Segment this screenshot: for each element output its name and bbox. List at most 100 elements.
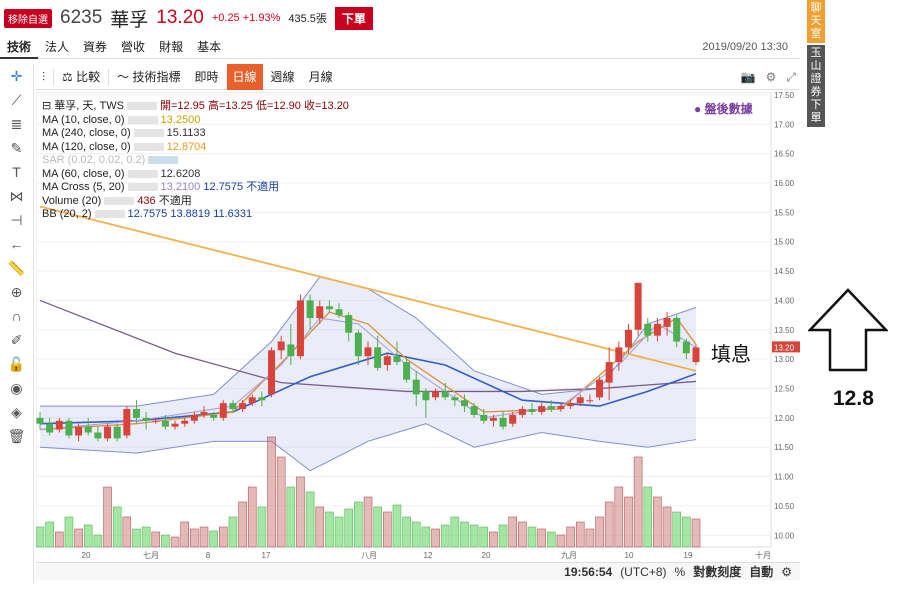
legend-macross[interactable]: MA Cross (5, 20) 13.2100 12.7575 不適用 (42, 181, 349, 195)
tab-financials[interactable]: 財報 (159, 39, 184, 54)
magnet-icon[interactable]: ∩ (11, 308, 22, 324)
legend-sar[interactable]: SAR (0.02, 0.02, 0.2) (42, 154, 349, 168)
percent-toggle[interactable]: % (674, 564, 686, 579)
legend-controls-icon[interactable] (127, 183, 158, 192)
unlock-icon[interactable]: 🔓 (7, 355, 26, 372)
legend-ma120[interactable]: MA (120, close, 0) 12.8704 (42, 141, 349, 155)
eye-icon[interactable]: ◉ (10, 379, 23, 396)
volume-bar (228, 516, 238, 548)
indicators-button[interactable]: 〜 技術指標 (111, 64, 186, 90)
tab-institutional[interactable]: 法人 (45, 39, 70, 54)
weekly-button[interactable]: 週線 (270, 69, 295, 84)
candle-body (306, 300, 314, 319)
text-tool-icon[interactable]: T (12, 164, 21, 180)
volume-bar (257, 506, 267, 548)
legend-main[interactable]: ⊟ 華孚, 天, TWS 開=12.95 高=13.25 低=12.90 收=13… (42, 100, 349, 114)
tab-technical[interactable]: 技術 (0, 37, 39, 59)
y-tick-label: 11.50 (774, 443, 794, 452)
legend-controls-icon[interactable] (126, 102, 157, 111)
compare-button[interactable]: ⚖ 比較 (56, 64, 106, 90)
x-tick-label: 20 (82, 551, 91, 560)
fullscreen-icon[interactable]: ⤢ (786, 69, 796, 84)
legend-controls-icon[interactable] (133, 129, 164, 138)
measure-lines-icon[interactable]: ⊣ (10, 211, 23, 228)
brush-icon[interactable]: ✎ (10, 139, 23, 156)
legend-volume[interactable]: Volume (20) 436 不適用 (42, 195, 349, 209)
tab-margin[interactable]: 資券 (83, 39, 108, 54)
ma240-line (39, 205, 697, 372)
log-scale-toggle[interactable]: 對數刻度 (693, 565, 742, 579)
volume-bar (450, 516, 460, 548)
y-tick-label: 13.00 (774, 355, 795, 364)
candle-body (210, 414, 218, 418)
volume-bar (498, 524, 508, 548)
settings-icon[interactable]: ⚙ (765, 70, 777, 84)
ruler-icon[interactable]: 📏 (7, 259, 26, 276)
volume-bars (36, 436, 701, 548)
ma20-line (39, 352, 697, 425)
timezone[interactable]: (UTC+8) (620, 564, 667, 579)
candle-body (586, 400, 594, 402)
camera-icon[interactable]: 📷 (740, 70, 756, 84)
volume-bar (527, 526, 537, 548)
after-hours-label[interactable]: ● 盤後數據 (694, 102, 753, 116)
crosshair-icon[interactable]: ✛ (10, 67, 23, 84)
trash-icon[interactable]: 🗑 (7, 427, 26, 444)
legend-bb-value1: 12.7575 (127, 208, 168, 220)
auto-scale-toggle[interactable]: 自動 (749, 565, 774, 579)
volume-bar (518, 521, 527, 548)
y-tick-label: 15.00 (774, 238, 795, 247)
legend-controls-icon[interactable] (133, 142, 164, 151)
layers-icon[interactable]: ◈ (11, 403, 22, 420)
collapse-icon[interactable]: ⊟ (42, 100, 52, 112)
x-tick-label: 七月 (143, 551, 159, 560)
order-button[interactable]: 下單 (334, 6, 373, 30)
candle-type-icon[interactable]: ⫶ (42, 69, 46, 84)
legend-controls-icon[interactable] (127, 115, 158, 124)
trendline-icon[interactable]: ⟋ (11, 91, 22, 108)
zoom-in-icon[interactable]: ⊕ (10, 283, 23, 300)
volume-bar (334, 516, 344, 548)
legend-ma10[interactable]: MA (10, close, 0) 13.2500 (42, 114, 349, 128)
candle-body (152, 420, 160, 422)
volume-bar (633, 456, 643, 548)
legend-controls-icon[interactable] (104, 196, 135, 205)
broker-order-button[interactable]: 玉山證券下單 (807, 45, 825, 127)
candle-body (190, 414, 198, 421)
chat-room-button[interactable]: 聊天室 (807, 0, 825, 43)
volume-bar (45, 521, 54, 548)
tab-revenue[interactable]: 營收 (121, 39, 146, 54)
candle-body (345, 315, 353, 333)
candle-body (412, 379, 420, 395)
price-chart[interactable]: 17.50 17.00 16.50 16.00 15.50 15.00 14.50 14.00… (36, 92, 800, 562)
volume-bar (64, 516, 74, 548)
volume-bar (344, 508, 354, 548)
price-change: +0.25 +1.93% (211, 12, 281, 24)
realtime-button[interactable]: 即時 (194, 69, 219, 84)
legend-controls-icon[interactable] (94, 210, 125, 219)
volume-bar (546, 531, 556, 548)
bb-lower-line (39, 423, 697, 472)
legend-controls-icon[interactable] (148, 156, 179, 165)
monthly-button[interactable]: 月線 (308, 69, 333, 84)
candle-body (229, 403, 237, 410)
legend-ma60-value: 12.6208 (160, 167, 201, 180)
chart-toolbar: ⫶ ⚖ 比較 〜 技術指標 即時 日線 週線 月線 📷 ⚙ ⤢ (36, 63, 800, 90)
volume-bar (363, 496, 373, 548)
pattern-icon[interactable]: ⋈ (9, 187, 24, 204)
back-arrow-icon[interactable]: ← (9, 236, 24, 252)
remove-watchlist-button[interactable]: 移除自選 (4, 8, 52, 28)
legend-bb[interactable]: BB (20, 2) 12.7575 13.8819 11.6331 (42, 208, 349, 222)
legend-ma240[interactable]: MA (240, close, 0) 15.1133 (42, 127, 349, 141)
volume-bar (691, 518, 701, 548)
lock-drawing-icon[interactable]: ✐ (10, 331, 23, 348)
tab-basic[interactable]: 基本 (197, 39, 222, 54)
volume-bar (489, 531, 498, 548)
settings-icon[interactable]: ⚙ (781, 564, 792, 579)
trade-volume: 435.5張 (288, 13, 327, 25)
daily-button[interactable]: 日線 (226, 63, 263, 90)
y-tick-label: 16.50 (774, 150, 795, 159)
legend-controls-icon[interactable] (127, 169, 158, 178)
fibonacci-icon[interactable]: ≣ (10, 115, 23, 132)
legend-ma60[interactable]: MA (60, close, 0) 12.6208 (42, 168, 349, 182)
